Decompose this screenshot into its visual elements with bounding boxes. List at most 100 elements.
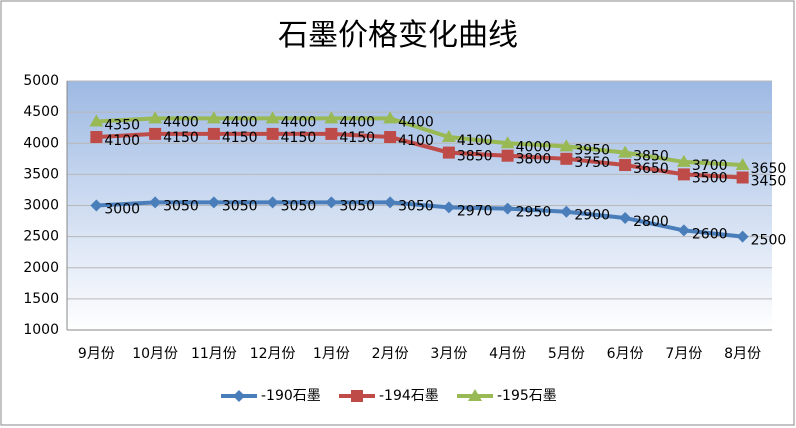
marker — [441, 130, 456, 143]
data-label: 3500 — [692, 170, 728, 186]
marker — [736, 230, 749, 243]
legend-label: -195石墨 — [497, 388, 557, 404]
data-label: 4400 — [339, 114, 375, 130]
marker — [384, 131, 397, 144]
data-label: 3650 — [751, 161, 787, 177]
marker — [266, 196, 279, 209]
data-label: 3050 — [281, 198, 317, 214]
marker — [501, 202, 514, 215]
marker — [89, 114, 104, 127]
legend-label: -190石墨 — [261, 388, 321, 404]
series-line — [96, 131, 743, 180]
data-label: 3050 — [339, 198, 375, 214]
data-label: 3700 — [692, 158, 728, 174]
y-tick-label: 5000 — [23, 73, 59, 89]
marker — [90, 199, 103, 212]
data-label: 4150 — [281, 130, 317, 146]
data-label: 3050 — [398, 198, 434, 214]
data-label: 3950 — [574, 142, 610, 158]
y-tick-label: 1500 — [23, 291, 59, 307]
data-label: 4400 — [281, 114, 317, 130]
data-label: 2600 — [692, 226, 728, 242]
y-tick-label: 3000 — [23, 198, 59, 214]
marker — [149, 196, 162, 209]
data-label: 4400 — [398, 114, 434, 130]
y-tick-label: 2000 — [23, 260, 59, 276]
marker — [619, 159, 632, 172]
y-tick-label: 2500 — [23, 229, 59, 245]
y-tick-label: 3500 — [23, 166, 59, 182]
data-label: 4150 — [163, 130, 199, 146]
marker — [735, 158, 750, 171]
data-label: 2900 — [574, 208, 610, 224]
marker — [148, 111, 163, 124]
x-tick-label: 6月份 — [607, 346, 644, 362]
marker — [442, 146, 455, 159]
data-label: 4150 — [339, 130, 375, 146]
marker — [619, 211, 632, 224]
marker — [207, 127, 220, 140]
marker — [266, 127, 279, 140]
y-tick-label: 4000 — [23, 135, 59, 151]
data-label: 2950 — [516, 205, 552, 221]
x-tick-label: 5月份 — [548, 346, 585, 362]
marker — [325, 196, 338, 209]
data-label: 4400 — [222, 114, 258, 130]
x-tick-label: 8月份 — [724, 346, 761, 362]
data-label: 4000 — [516, 139, 552, 155]
data-label: 4100 — [457, 133, 493, 149]
marker — [206, 111, 221, 124]
x-tick-label: 2月份 — [372, 346, 409, 362]
data-label: 2500 — [751, 233, 787, 249]
data-label: 3650 — [633, 161, 669, 177]
chart-title: 石墨价格变化曲线 — [278, 18, 518, 53]
x-tick-label: 9月份 — [78, 346, 115, 362]
data-label: 3850 — [457, 149, 493, 165]
marker — [324, 111, 339, 124]
x-tick-label: 4月份 — [489, 346, 526, 362]
series-line — [96, 116, 743, 168]
x-tick-label: 12月份 — [250, 346, 296, 362]
series-line — [96, 200, 743, 239]
data-label: 4100 — [398, 133, 434, 149]
marker — [501, 149, 514, 162]
data-label: 3750 — [574, 155, 610, 171]
marker — [233, 390, 245, 402]
marker — [676, 154, 691, 167]
marker — [207, 196, 220, 209]
marker — [325, 127, 338, 140]
y-tick-label: 1000 — [23, 322, 59, 338]
marker — [149, 127, 162, 140]
marker — [560, 205, 573, 218]
data-label: 3850 — [633, 149, 669, 165]
x-tick-label: 10月份 — [132, 346, 178, 362]
data-label: 4350 — [104, 117, 140, 133]
marker — [384, 196, 397, 209]
marker — [677, 224, 690, 237]
marker — [383, 111, 398, 124]
marker — [468, 389, 482, 401]
data-label: 3050 — [222, 198, 258, 214]
x-tick-label: 11月份 — [191, 346, 237, 362]
marker — [500, 136, 515, 149]
data-label: 3800 — [516, 152, 552, 168]
x-tick-label: 1月份 — [313, 346, 350, 362]
marker — [351, 390, 363, 402]
marker — [560, 152, 573, 165]
legend-label: -194石墨 — [379, 388, 439, 404]
data-label: 4400 — [163, 114, 199, 130]
data-label: 3450 — [751, 173, 787, 189]
data-label: 4150 — [222, 130, 258, 146]
data-label: 2970 — [457, 203, 493, 219]
marker — [559, 139, 574, 152]
x-tick-label: 3月份 — [430, 346, 467, 362]
data-label: 2800 — [633, 214, 669, 230]
marker — [90, 131, 103, 144]
marker — [677, 168, 690, 181]
x-tick-label: 7月份 — [665, 346, 702, 362]
marker — [442, 201, 455, 214]
data-label: 3000 — [104, 202, 140, 218]
marker — [736, 171, 749, 184]
marker — [265, 111, 280, 124]
